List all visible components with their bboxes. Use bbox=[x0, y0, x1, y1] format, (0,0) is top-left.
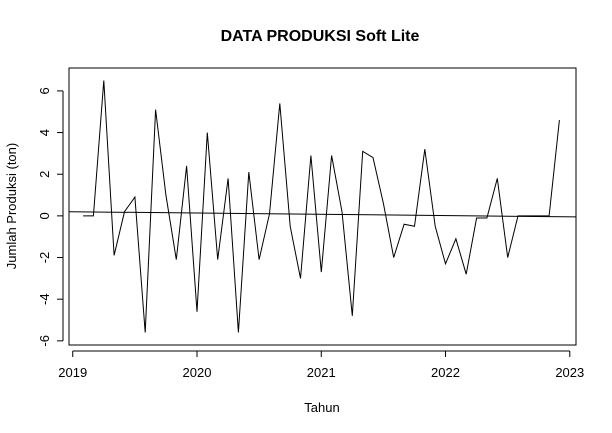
y-tick-label: -4 bbox=[37, 293, 52, 305]
x-tick-label: 2020 bbox=[183, 365, 212, 380]
series-line bbox=[83, 80, 560, 333]
y-tick-label: 4 bbox=[37, 129, 52, 136]
x-tick-label: 2023 bbox=[555, 365, 584, 380]
chart-title: DATA PRODUKSI Soft Lite bbox=[221, 28, 420, 45]
plot-area bbox=[68, 80, 577, 333]
x-tick-label: 2019 bbox=[58, 365, 87, 380]
y-axis-label: Jumlah Produksi (ton) bbox=[4, 143, 19, 269]
reference-line bbox=[68, 211, 577, 218]
y-tick-label: 0 bbox=[37, 212, 52, 219]
y-tick-label: 2 bbox=[37, 171, 52, 178]
plot-frame bbox=[68, 67, 577, 346]
x-axis-label: Tahun bbox=[304, 400, 339, 415]
y-tick-label: -2 bbox=[37, 252, 52, 264]
y-axis: -6 -4 -2 0 2 4 6 bbox=[37, 87, 64, 347]
y-tick-label: -6 bbox=[37, 335, 52, 347]
x-tick-label: 2022 bbox=[431, 365, 460, 380]
x-tick-label: 2021 bbox=[307, 365, 336, 380]
y-tick-label: 6 bbox=[37, 87, 52, 94]
x-axis: 2019 2020 2021 2022 2023 bbox=[58, 350, 584, 380]
